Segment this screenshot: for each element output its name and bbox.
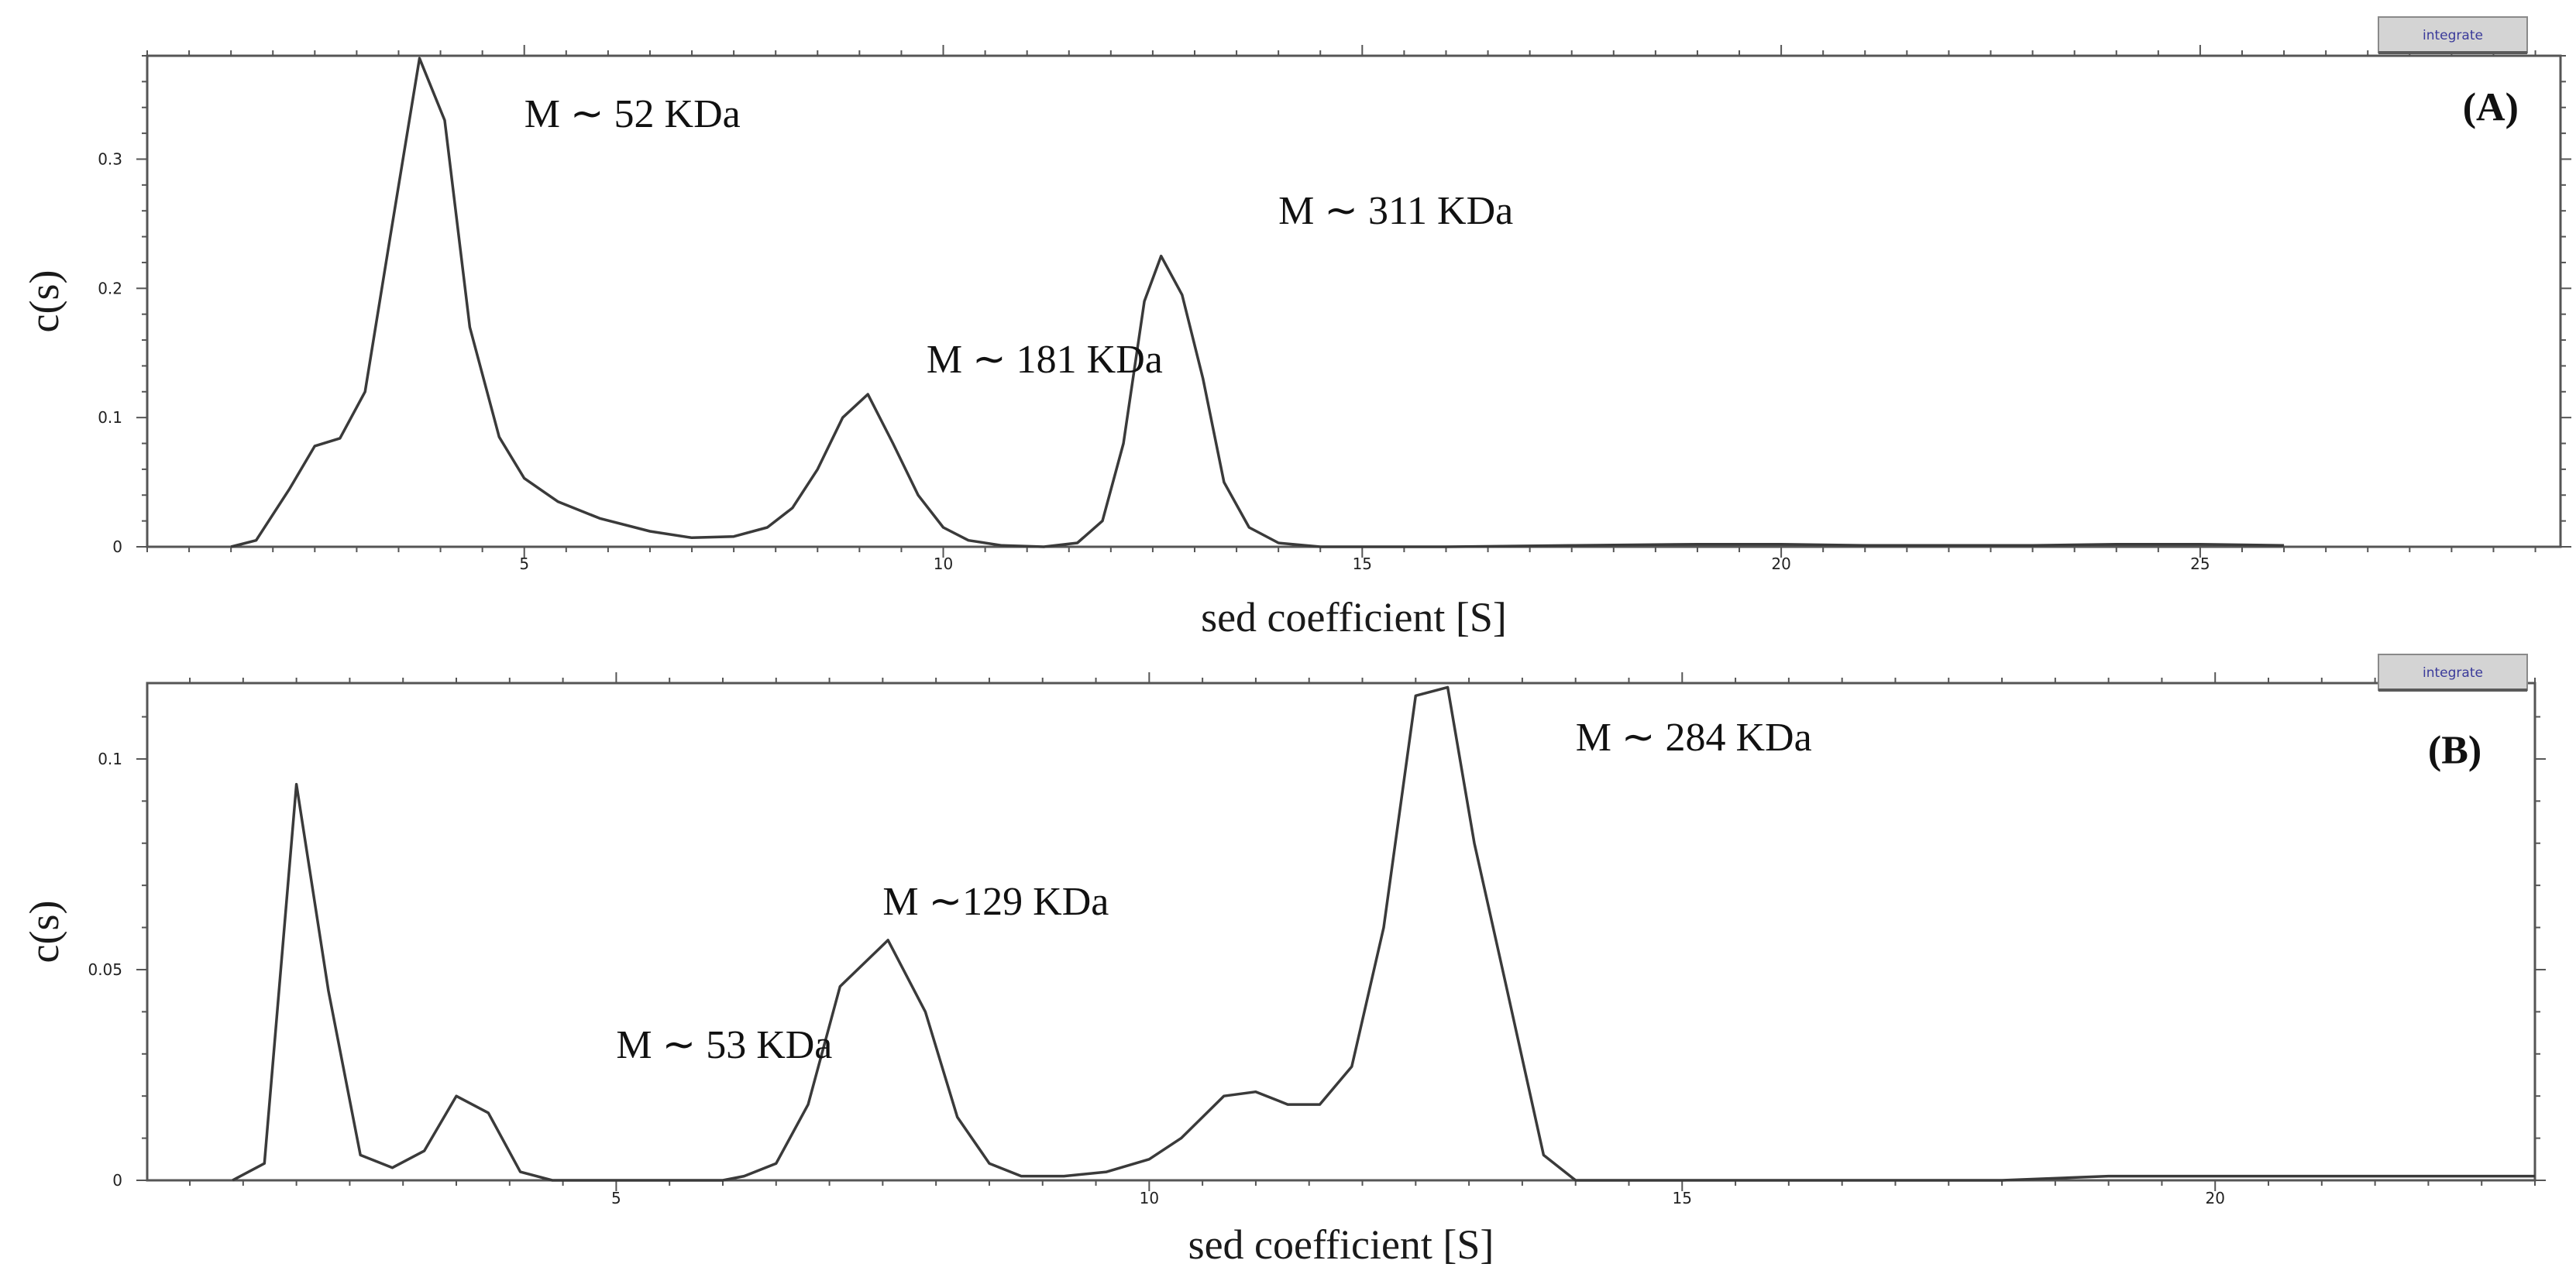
y-tick-label: 0 bbox=[112, 1171, 122, 1190]
panel-a-chart: 5 10 15 20 25 0 0.1 0.2 0.3 c(s) sed coefficient [… bbox=[21, 16, 2571, 640]
x-axis-title: sed coefficient [S] bbox=[1201, 594, 1507, 640]
x-axis-title: sed coefficient [S] bbox=[1188, 1221, 1494, 1268]
mass-annotation: M ∼ 311 KDa bbox=[1278, 189, 1513, 233]
x-tick-label: 15 bbox=[1673, 1189, 1692, 1207]
integrate-button[interactable]: integrate bbox=[2378, 654, 2528, 692]
x-tick-label: 20 bbox=[2206, 1189, 2225, 1207]
integrate-button-bg[interactable] bbox=[2378, 16, 2528, 53]
y-tick-label: 0.1 bbox=[98, 750, 122, 768]
x-tick-label: 20 bbox=[1771, 555, 1790, 573]
y-tick-label: 0.2 bbox=[98, 279, 122, 297]
panel-b-chart: 5 10 15 20 0 0.05 0.1 c(s) sed coefficient [S] M … bbox=[21, 654, 2546, 1268]
x-tick-label: 15 bbox=[1353, 555, 1372, 573]
x-tick-label: 5 bbox=[611, 1189, 621, 1207]
mass-annotation: M ∼ 284 KDa bbox=[1576, 716, 1812, 760]
panel-label: (B) bbox=[2428, 728, 2481, 772]
x-tick-label: 10 bbox=[1140, 1189, 1159, 1207]
cs-distribution-line bbox=[232, 685, 2535, 1182]
x-tick-label: 25 bbox=[2190, 555, 2210, 573]
integrate-button[interactable]: integrate bbox=[2378, 16, 2528, 54]
y-tick-label: 0.3 bbox=[98, 149, 122, 168]
panel-label: (A) bbox=[2463, 85, 2519, 129]
integrate-button-label[interactable]: integrate bbox=[2423, 665, 2483, 681]
mass-annotation: M ∼ 52 KDa bbox=[524, 92, 741, 136]
x-tick-label: 10 bbox=[934, 555, 953, 573]
cs-distribution-line bbox=[230, 57, 2285, 548]
mass-annotation: M ∼129 KDa bbox=[882, 880, 1109, 924]
x-tick-label: 5 bbox=[519, 555, 529, 573]
y-axis-title: c(s) bbox=[21, 270, 67, 333]
plot-frame bbox=[146, 682, 2536, 1182]
y-axis-title: c(s) bbox=[21, 901, 67, 963]
integrate-button-label[interactable]: integrate bbox=[2423, 28, 2483, 43]
y-tick-label: 0 bbox=[112, 537, 122, 556]
mass-annotation: M ∼ 181 KDa bbox=[927, 338, 1163, 382]
y-tick-label: 0.1 bbox=[98, 408, 122, 427]
mass-annotation: M ∼ 53 KDa bbox=[616, 1023, 832, 1067]
integrate-button-bg[interactable] bbox=[2378, 654, 2528, 691]
y-tick-label: 0.05 bbox=[88, 960, 122, 979]
